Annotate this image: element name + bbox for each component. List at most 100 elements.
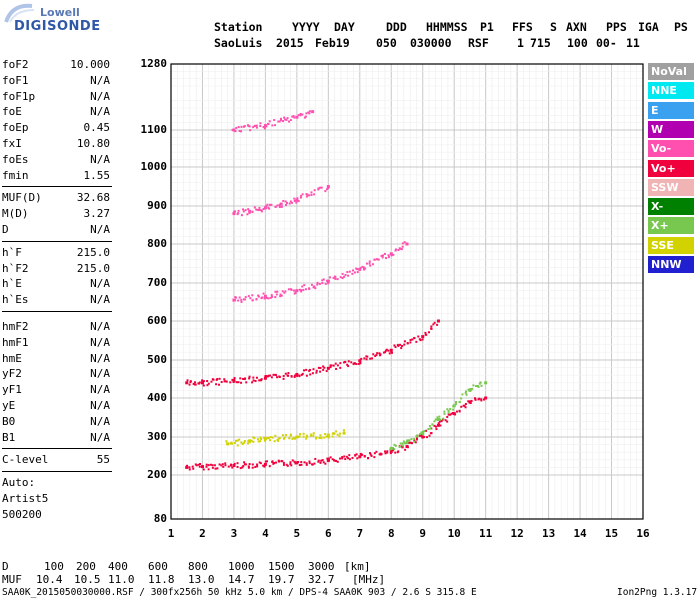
- echo-point: [345, 455, 348, 458]
- echo-point: [192, 382, 195, 385]
- echo-point: [436, 416, 439, 419]
- echo-point: [385, 257, 388, 260]
- echo-point: [278, 437, 281, 440]
- echo-point: [301, 372, 304, 375]
- echo-point: [393, 448, 396, 451]
- echo-point: [288, 202, 291, 205]
- echo-point: [231, 378, 234, 381]
- echo-point: [353, 271, 356, 274]
- echo-point: [464, 403, 467, 406]
- echo-point: [347, 457, 350, 460]
- param-value: N/A: [90, 351, 110, 365]
- echo-point: [406, 446, 409, 449]
- echo-point: [249, 129, 252, 132]
- echo-point: [436, 417, 440, 421]
- echo-point: [248, 439, 252, 443]
- echo-point: [266, 460, 269, 463]
- y-tick-label: 800: [147, 237, 167, 250]
- echo-point: [311, 372, 314, 375]
- echo-point: [374, 355, 377, 358]
- echo-point: [433, 424, 436, 427]
- echo-point: [381, 256, 384, 259]
- echo-point: [218, 377, 221, 380]
- echo-point: [243, 441, 246, 444]
- header-value: 2015: [276, 36, 304, 50]
- echo-point: [276, 204, 279, 207]
- y-tick-label: 1100: [140, 123, 168, 136]
- echo-point: [419, 339, 422, 342]
- header-label: PPS: [606, 20, 627, 34]
- echo-point: [393, 443, 396, 446]
- echo-point: [405, 441, 409, 445]
- echo-point: [317, 366, 320, 369]
- echo-point: [233, 210, 236, 213]
- echo-point: [343, 455, 346, 458]
- echo-point: [308, 112, 311, 115]
- echo-point: [414, 441, 417, 444]
- echo-point: [260, 379, 263, 382]
- echo-point: [210, 380, 213, 383]
- echo-point: [317, 187, 320, 190]
- echo-point: [240, 381, 243, 384]
- echo-point: [278, 120, 281, 123]
- echo-point: [308, 368, 311, 371]
- echo-point: [408, 439, 411, 442]
- echo-point: [333, 432, 336, 435]
- echo-point: [248, 377, 251, 380]
- echo-point: [242, 465, 245, 468]
- echo-point: [215, 383, 218, 386]
- x-tick-label: 4: [262, 527, 269, 540]
- echo-point: [424, 331, 427, 334]
- echo-point: [446, 408, 449, 411]
- echo-point: [263, 462, 267, 466]
- echo-point: [399, 247, 402, 250]
- echo-point: [242, 210, 245, 213]
- echo-point: [305, 462, 308, 465]
- header-value: SaoLuis: [214, 36, 263, 50]
- echo-point: [334, 277, 337, 280]
- echo-point: [236, 444, 239, 447]
- echo-point: [389, 348, 393, 352]
- echo-point: [258, 206, 261, 209]
- echo-point: [260, 209, 263, 212]
- x-tick-label: 6: [325, 527, 332, 540]
- echo-point: [443, 410, 446, 413]
- echo-point: [273, 440, 276, 443]
- echo-point: [246, 442, 249, 445]
- echo-point: [274, 434, 277, 437]
- echo-point: [377, 258, 380, 261]
- echo-point: [298, 435, 301, 438]
- echo-point: [321, 279, 324, 282]
- echo-point: [319, 366, 322, 369]
- distance-value: [km]: [344, 560, 371, 573]
- y-tick-label: 300: [147, 430, 167, 443]
- echo-point: [313, 189, 316, 192]
- legend-item: X+: [648, 217, 694, 235]
- echo-point: [256, 465, 259, 468]
- echo-point: [331, 432, 334, 435]
- header-value: 11: [626, 36, 640, 50]
- echo-point: [198, 465, 201, 468]
- echo-point: [369, 452, 372, 455]
- header-label: S: [550, 20, 557, 34]
- param-label: h`E: [2, 277, 22, 291]
- echo-point: [251, 294, 254, 297]
- echo-point: [320, 436, 323, 439]
- echo-point: [373, 258, 376, 261]
- echo-point: [393, 344, 396, 347]
- header-label: FFS: [512, 20, 533, 34]
- echo-point: [375, 450, 378, 453]
- param-row: hmF1 N/A: [2, 336, 110, 352]
- echo-point: [455, 401, 458, 404]
- echo-point: [413, 437, 416, 440]
- echo-point: [329, 456, 332, 459]
- echo-point: [201, 379, 204, 382]
- echo-point: [295, 372, 299, 376]
- echo-point: [323, 366, 326, 369]
- param-row: yF1 N/A: [2, 383, 110, 399]
- echo-point: [369, 357, 372, 360]
- echo-point: [293, 376, 296, 379]
- echo-point: [300, 463, 303, 466]
- echo-point: [240, 130, 243, 133]
- echo-point: [311, 463, 314, 466]
